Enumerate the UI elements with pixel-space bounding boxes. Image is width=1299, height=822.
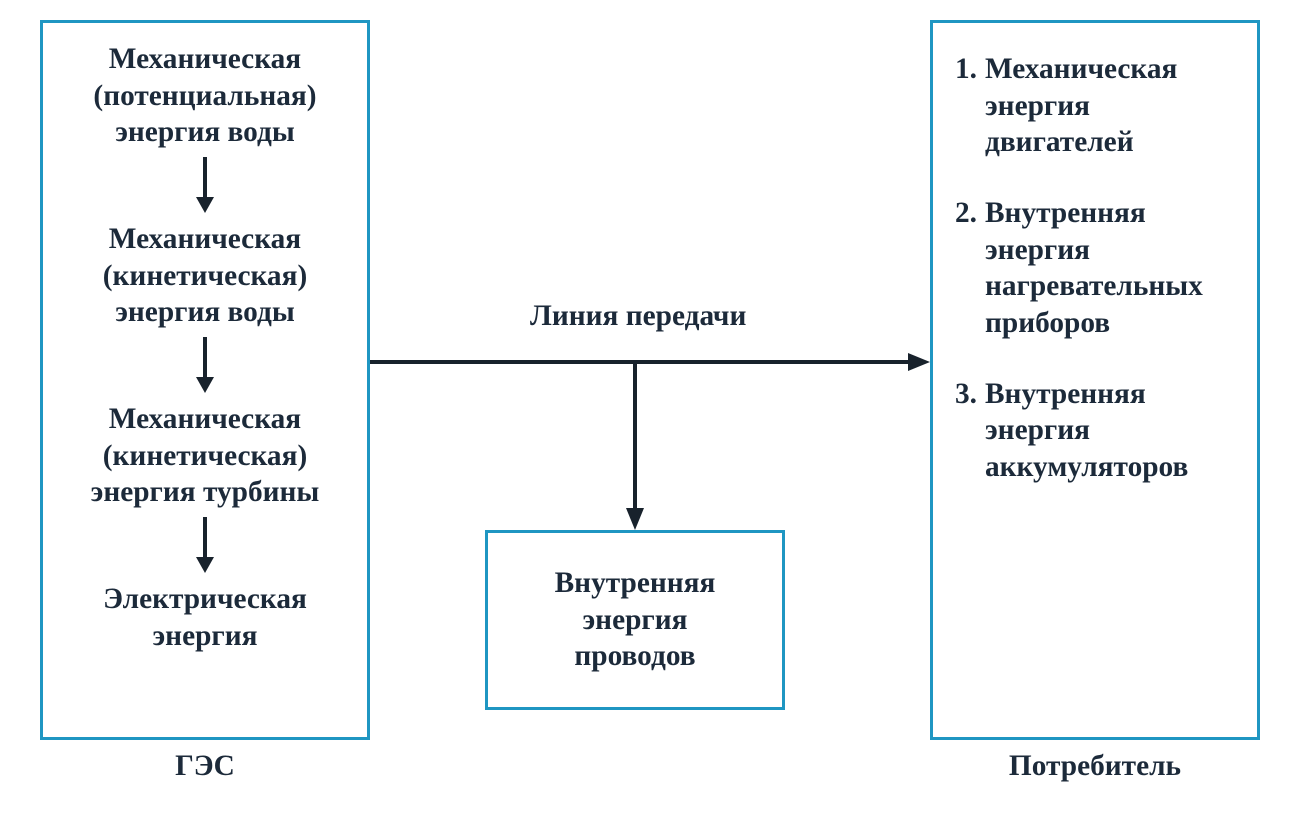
box-ges: Механическая(потенциальная)энергия водыМ… <box>40 20 370 740</box>
consumer-item: 2.Внутренняяэнергиянагревательныхприборо… <box>955 195 1235 342</box>
consumer-item-body: Внутренняяэнергиянагревательныхприборов <box>985 195 1235 342</box>
consumer-item-line: Внутренняя <box>985 195 1235 232</box>
center-line: проводов <box>502 638 768 675</box>
consumer-item-number: 1. <box>955 51 977 161</box>
center-line: энергия <box>502 602 768 639</box>
stage-line: (кинетическая) <box>57 438 353 475</box>
stage-line: энергия воды <box>57 114 353 151</box>
consumer-item-line: энергия <box>985 232 1235 269</box>
ges-stage: Механическая(кинетическая)энергия воды <box>57 221 353 331</box>
consumer-item: 1.Механическаяэнергиядвигателей <box>955 51 1235 161</box>
label-ges: ГЭС <box>40 750 370 783</box>
ges-stage: Механическая(потенциальная)энергия воды <box>57 41 353 151</box>
consumer-item: 3.Внутренняяэнергияаккумуляторов <box>955 376 1235 486</box>
right-arrow-icon <box>908 353 930 371</box>
stage-line: Механическая <box>57 221 353 258</box>
ges-stage: Механическая(кинетическая)энергия турбин… <box>57 401 353 511</box>
consumer-item-line: аккумуляторов <box>985 449 1235 486</box>
stage-line: (потенциальная) <box>57 78 353 115</box>
down-arrow-icon <box>192 337 218 393</box>
consumer-item-line: приборов <box>985 305 1235 342</box>
consumer-item-line: Механическая <box>985 51 1235 88</box>
stage-line: энергия турбины <box>57 474 353 511</box>
stage-line: (кинетическая) <box>57 258 353 295</box>
consumer-item-number: 2. <box>955 195 977 342</box>
consumer-item-line: нагревательных <box>985 268 1235 305</box>
label-consumer: Потребитель <box>930 750 1260 783</box>
diagram-canvas: Механическая(потенциальная)энергия водыМ… <box>0 0 1299 822</box>
box-wire-energy: Внутренняяэнергияпроводов <box>485 530 785 710</box>
label-transmission-line: Линия передачи <box>530 300 746 333</box>
down-arrow-icon <box>626 508 644 530</box>
consumer-item-body: Механическаяэнергиядвигателей <box>985 51 1235 161</box>
consumer-item-body: Внутренняяэнергияаккумуляторов <box>985 376 1235 486</box>
stage-line: энергия воды <box>57 294 353 331</box>
consumer-item-line: Внутренняя <box>985 376 1235 413</box>
consumer-item-number: 3. <box>955 376 977 486</box>
stage-line: Механическая <box>57 41 353 78</box>
center-line: Внутренняя <box>502 565 768 602</box>
box-consumer: 1.Механическаяэнергиядвигателей2.Внутрен… <box>930 20 1260 740</box>
ges-stage: Электрическаяэнергия <box>57 581 353 654</box>
stage-line: энергия <box>57 618 353 655</box>
down-arrow-icon <box>192 157 218 213</box>
consumer-item-line: энергия <box>985 412 1235 449</box>
stage-line: Электрическая <box>57 581 353 618</box>
consumer-item-line: энергия <box>985 88 1235 125</box>
down-arrow-icon <box>192 517 218 573</box>
consumer-item-line: двигателей <box>985 124 1235 161</box>
stage-line: Механическая <box>57 401 353 438</box>
